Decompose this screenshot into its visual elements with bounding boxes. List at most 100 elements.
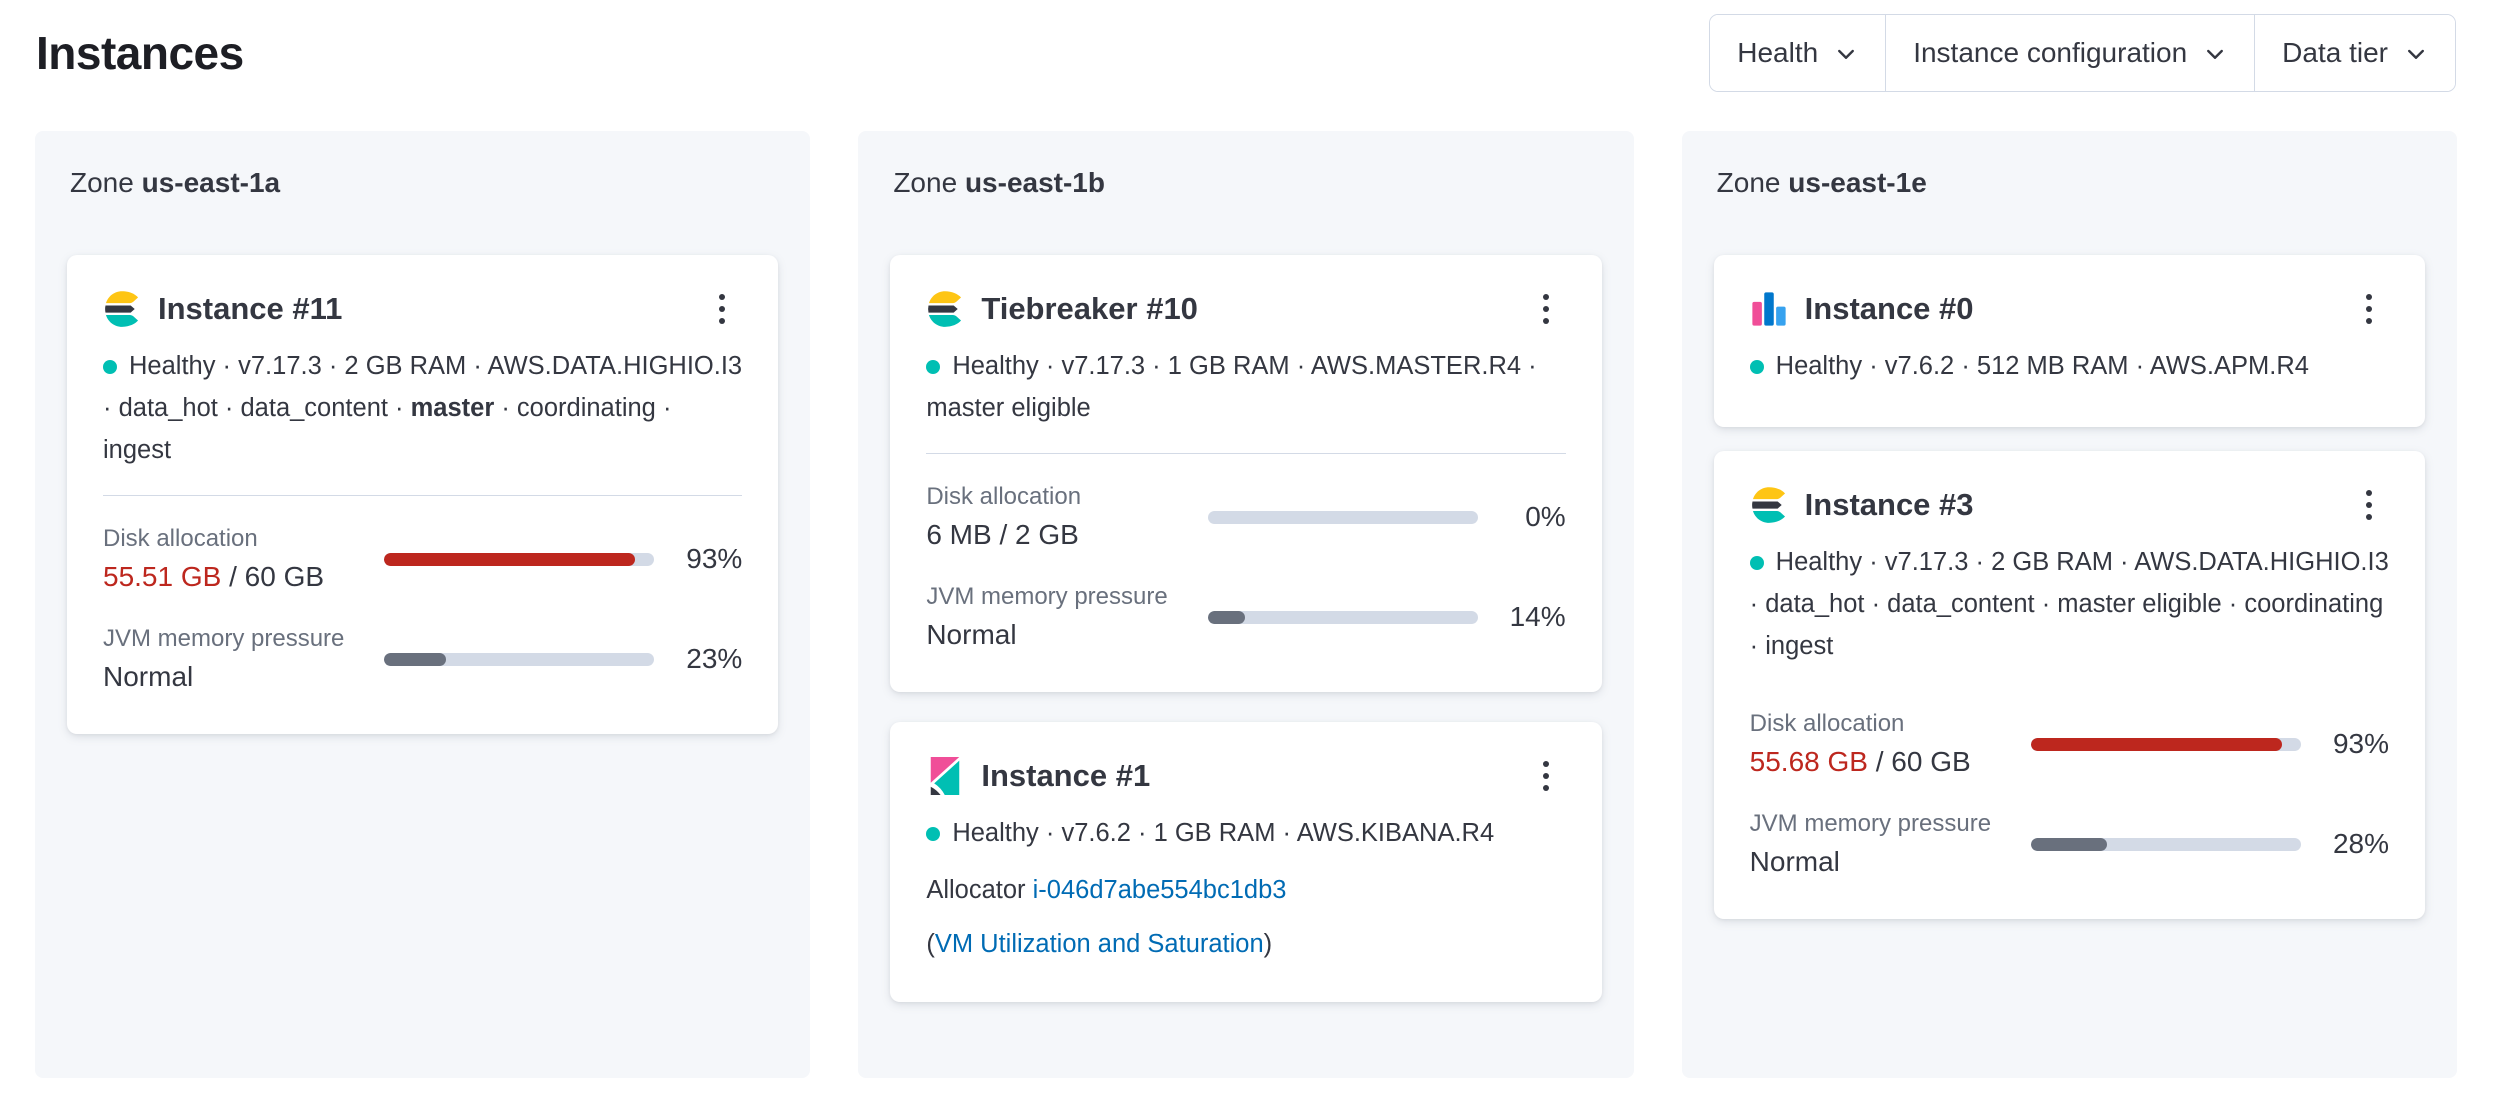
metric-percent: 14% <box>1509 601 1566 632</box>
card-header: Tiebreaker #10 <box>926 289 1565 329</box>
zone-name: us-east-1b <box>964 167 1105 198</box>
metrics: Disk allocation 55.51 GB / 60 GB 93% JVM… <box>103 524 742 694</box>
vm-utilization-line: (VM Utilization and Saturation) <box>926 926 1565 962</box>
kibana-logo-icon <box>926 757 964 795</box>
metric-percent: 23% <box>686 643 743 674</box>
instance-meta-text: Healthy · v7.17.3 · 2 GB RAM · AWS.DATA.… <box>1749 548 2389 660</box>
page-title: Instances <box>36 27 244 79</box>
card-header: Instance #0 <box>1750 289 2389 329</box>
zone-label: Zone us-east-1b <box>893 167 1601 199</box>
zone-panel-us-east-1a: Zone us-east-1a Instance #11 Healthy · v… <box>35 131 811 1078</box>
kebab-menu-button[interactable] <box>2349 485 2389 525</box>
zone-name: us-east-1a <box>141 167 281 198</box>
instance-meta-text: · coordinating · ingest <box>103 394 672 464</box>
instance-card: Instance #11 Healthy · v7.17.3 · 2 GB RA… <box>67 255 779 734</box>
disk-usage-bar <box>2030 737 2301 751</box>
disk-total-value: / 2 GB <box>991 519 1079 550</box>
filter-instance-configuration-label: Instance configuration <box>1913 37 2188 68</box>
instance-title: Instance #0 <box>1804 291 1974 326</box>
chevron-down-icon <box>2404 41 2428 65</box>
card-header: Instance #1 <box>926 756 1565 796</box>
instance-card: Instance #3 Healthy · v7.17.3 · 2 GB RAM… <box>1713 451 2425 919</box>
vm-utilization-link[interactable]: VM Utilization and Saturation <box>934 930 1264 958</box>
metric-text: Disk allocation 55.51 GB / 60 GB <box>103 524 372 594</box>
jvm-pressure-bar <box>384 652 655 666</box>
jvm-pressure-bar <box>1207 610 1478 624</box>
elasticsearch-logo-icon <box>103 290 141 328</box>
metric-value: 6 MB / 2 GB <box>926 518 1195 552</box>
health-dot-icon <box>926 360 941 374</box>
divider <box>103 495 743 496</box>
metric-value: 55.51 GB / 60 GB <box>103 560 372 594</box>
divider <box>926 453 1566 454</box>
metric-text: JVM memory pressure Normal <box>926 582 1195 652</box>
zone-name: us-east-1e <box>1788 167 1927 198</box>
instance-meta-text: Healthy · v7.6.2 · 1 GB RAM · AWS.KIBANA… <box>952 819 1495 847</box>
paren-close: ) <box>1263 930 1273 958</box>
metric-text: JVM memory pressure Normal <box>103 624 372 694</box>
instance-meta: Healthy · v7.6.2 · 1 GB RAM · AWS.KIBANA… <box>926 812 1565 854</box>
disk-used-value: 55.68 GB <box>1749 746 1868 777</box>
metric-text: Disk allocation 6 MB / 2 GB <box>926 482 1195 552</box>
filter-instance-configuration-button[interactable]: Instance configuration <box>1885 15 2255 91</box>
instance-title: Instance #1 <box>981 758 1151 793</box>
jvm-memory-metric: JVM memory pressure Normal 23% <box>103 624 742 694</box>
zone-panel-us-east-1e: Zone us-east-1e Instance #0 Healthy · v7… <box>1681 131 2457 1078</box>
instance-meta-bold: master <box>410 394 495 422</box>
allocator-line: Allocator i-046d7abe554bc1db3 <box>926 872 1565 908</box>
instance-card: Tiebreaker #10 Healthy · v7.17.3 · 1 GB … <box>890 255 1602 692</box>
filter-group: Health Instance configuration Data tier <box>1709 14 2456 92</box>
zone-label-prefix: Zone <box>1716 167 1781 198</box>
apm-logo-icon <box>1750 290 1788 328</box>
zone-label-prefix: Zone <box>70 167 134 198</box>
jvm-memory-metric: JVM memory pressure Normal 28% <box>1750 809 2389 879</box>
metric-value: Normal <box>103 661 194 692</box>
disk-allocation-metric: Disk allocation 55.51 GB / 60 GB 93% <box>103 524 742 594</box>
page-header: Instances Health Instance configuration … <box>0 0 2500 92</box>
kebab-menu-button[interactable] <box>1526 289 1566 329</box>
metric-label: Disk allocation <box>926 483 1082 510</box>
metrics: Disk allocation 6 MB / 2 GB 0% JVM memor… <box>926 482 1565 652</box>
zone-label: Zone us-east-1e <box>1717 167 2425 199</box>
health-dot-icon <box>1749 360 1764 374</box>
instance-meta: Healthy · v7.17.3 · 2 GB RAM · AWS.DATA.… <box>103 345 742 471</box>
metric-value: Normal <box>1749 846 1840 877</box>
health-dot-icon <box>1749 556 1764 570</box>
instance-meta-text: Healthy · v7.6.2 · 512 MB RAM · AWS.APM.… <box>1775 352 2309 380</box>
disk-allocation-metric: Disk allocation 55.68 GB / 60 GB 93% <box>1750 709 2389 779</box>
metric-value: Normal <box>926 619 1017 650</box>
kebab-menu-button[interactable] <box>702 289 742 329</box>
elasticsearch-logo-icon <box>926 290 964 328</box>
health-dot-icon <box>103 360 117 374</box>
metric-percent: 93% <box>686 543 743 574</box>
filter-health-label: Health <box>1737 37 1819 68</box>
disk-total-value: / 60 GB <box>1867 746 1971 777</box>
instance-card: Instance #0 Healthy · v7.6.2 · 512 MB RA… <box>1713 255 2425 427</box>
health-dot-icon <box>926 827 941 841</box>
metric-label: JVM memory pressure <box>103 625 345 652</box>
jvm-memory-metric: JVM memory pressure Normal 14% <box>926 582 1565 652</box>
zone-panel-us-east-1b: Zone us-east-1b Tiebreaker #10 Healthy ·… <box>858 131 1634 1078</box>
instance-card: Instance #1 Healthy · v7.6.2 · 1 GB RAM … <box>890 722 1602 1002</box>
instance-meta: Healthy · v7.6.2 · 512 MB RAM · AWS.APM.… <box>1749 345 2389 387</box>
kebab-menu-button[interactable] <box>1526 756 1566 796</box>
instance-title: Instance #3 <box>1804 487 1974 522</box>
instance-title: Instance #11 <box>158 291 343 326</box>
metric-text: Disk allocation 55.68 GB / 60 GB <box>1750 709 2019 779</box>
instance-meta-text: Healthy · v7.17.3 · 2 GB RAM · AWS.DATA.… <box>103 352 743 422</box>
filter-data-tier-button[interactable]: Data tier <box>2254 15 2455 91</box>
elasticsearch-logo-icon <box>1750 486 1788 524</box>
filter-health-button[interactable]: Health <box>1710 15 1886 91</box>
disk-allocation-metric: Disk allocation 6 MB / 2 GB 0% <box>926 482 1565 552</box>
metric-value: 55.68 GB / 60 GB <box>1750 745 2019 779</box>
jvm-pressure-bar <box>2030 837 2301 851</box>
allocator-label: Allocator <box>926 876 1026 904</box>
disk-used-value: 6 MB <box>926 519 992 550</box>
allocator-link[interactable]: i-046d7abe554bc1db3 <box>1032 876 1287 904</box>
metric-text: JVM memory pressure Normal <box>1750 809 2019 879</box>
instance-meta-text: Healthy · v7.17.3 · 1 GB RAM · AWS.MASTE… <box>926 352 1537 422</box>
filter-data-tier-label: Data tier <box>2282 37 2388 68</box>
instance-meta: Healthy · v7.17.3 · 1 GB RAM · AWS.MASTE… <box>926 345 1565 429</box>
metric-percent: 28% <box>2332 828 2389 859</box>
kebab-menu-button[interactable] <box>2349 289 2389 329</box>
